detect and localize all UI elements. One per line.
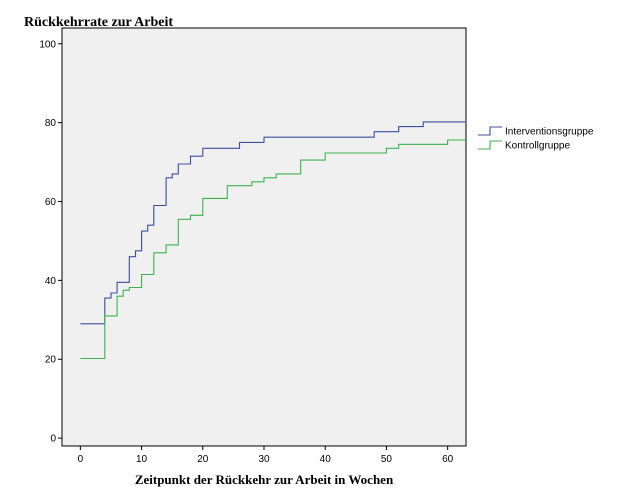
- x-tick-label: 30: [258, 454, 270, 465]
- plot-area: [61, 27, 467, 447]
- x-axis-label: Zeitpunkt der Rückkehr zur Arbeit in Woc…: [135, 472, 394, 487]
- legend: Interventionsgruppe Kontrollgruppe: [478, 126, 594, 152]
- legend-label-2: Kontrollgruppe: [505, 141, 570, 152]
- legend-swatch-2: [478, 140, 502, 150]
- y-tick-label: 20: [45, 355, 57, 366]
- x-tick-label: 60: [442, 454, 454, 465]
- y-tick-label: 60: [45, 197, 57, 208]
- y-tick-label: 100: [39, 39, 56, 50]
- x-axis: 0 10 20 30 40 50 60: [78, 446, 454, 465]
- x-tick-label: 50: [381, 454, 393, 465]
- series-line-1: [80, 121, 466, 325]
- series-line-2: [80, 139, 466, 360]
- x-tick-label: 40: [320, 454, 332, 465]
- x-tick-label: 20: [197, 454, 209, 465]
- y-axis: 0 20 40 60 80 100: [39, 39, 62, 445]
- y-tick-label: 80: [45, 118, 57, 129]
- y-tick-label: 40: [45, 276, 57, 287]
- legend-swatch-1: [478, 126, 502, 136]
- x-tick-label: 0: [78, 454, 84, 465]
- series-layer: [80, 121, 466, 360]
- legend-label-1: Interventionsgruppe: [505, 127, 594, 138]
- y-tick-label: 0: [50, 434, 56, 445]
- x-tick-label: 10: [136, 454, 148, 465]
- chart-title: Rückkehrrate zur Arbeit: [24, 15, 173, 30]
